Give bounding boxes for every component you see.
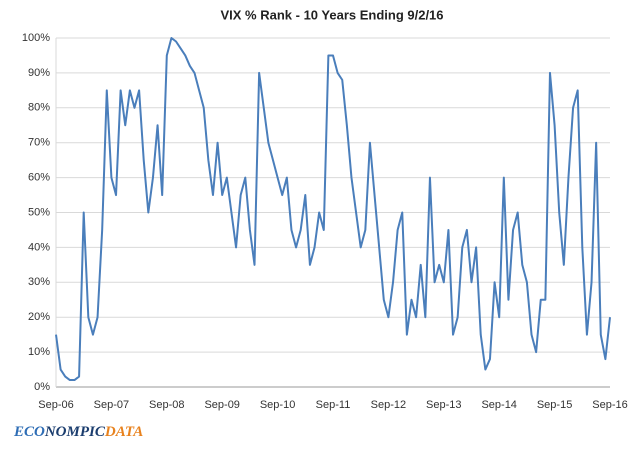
logo-part: NOMPIC	[44, 424, 106, 440]
logo: ECONOMPICDATA	[13, 424, 143, 440]
chart-title: VIX % Rank - 10 Years Ending 9/2/16	[220, 7, 443, 22]
x-tick-label: Sep-13	[426, 399, 461, 411]
y-tick-label: 0%	[34, 381, 50, 393]
y-tick-label: 10%	[28, 346, 50, 358]
x-tick-label: Sep-15	[537, 399, 572, 411]
y-tick-label: 30%	[28, 276, 50, 288]
y-tick-label: 70%	[28, 137, 50, 149]
x-tick-label: Sep-09	[204, 399, 239, 411]
y-tick-label: 100%	[22, 32, 50, 44]
y-tick-label: 50%	[28, 206, 50, 218]
x-tick-label: Sep-11	[316, 399, 351, 411]
logo-part: DATA	[104, 424, 143, 440]
x-tick-label: Sep-12	[371, 399, 406, 411]
y-tick-label: 90%	[28, 67, 50, 79]
x-tick-label: Sep-08	[149, 399, 184, 411]
data-line	[55, 37, 611, 382]
x-tick-label: Sep-16	[592, 399, 627, 411]
y-tick-label: 20%	[28, 311, 50, 323]
logo-part: ECO	[13, 424, 45, 440]
x-tick-label: Sep-10	[260, 399, 295, 411]
y-tick-label: 60%	[28, 172, 50, 184]
x-tick-label: Sep-06	[38, 399, 73, 411]
y-tick-label: 40%	[28, 241, 50, 253]
y-tick-label: 80%	[28, 102, 50, 114]
x-tick-label: Sep-14	[481, 399, 516, 411]
x-tick-label: Sep-07	[94, 399, 129, 411]
